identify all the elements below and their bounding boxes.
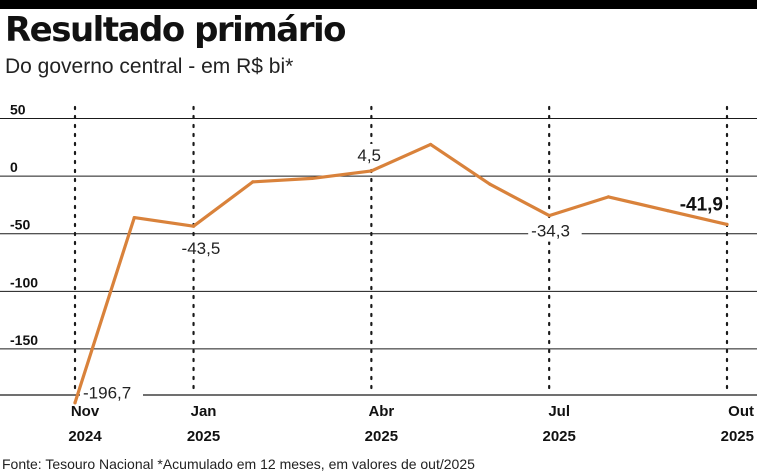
data-point <box>725 222 729 226</box>
x-tick-month: Jan <box>191 403 217 420</box>
data-point <box>606 195 611 199</box>
y-tick-label: -100 <box>10 274 38 290</box>
data-label: 4,5 <box>357 146 381 165</box>
y-tick-label: -150 <box>10 332 38 348</box>
chart-subtitle: Do governo central - em R$ bi* <box>5 55 294 78</box>
data-label-bg <box>354 143 389 166</box>
data-point <box>369 169 373 173</box>
data-label-bg <box>665 193 726 216</box>
data-label: -43,5 <box>182 239 221 258</box>
x-tick-year: 2025 <box>721 428 754 445</box>
data-point <box>310 176 314 181</box>
data-point <box>488 182 492 186</box>
data-label: -196,7 <box>83 384 131 403</box>
data-point <box>666 209 670 213</box>
data-label: -41,9 <box>680 194 723 215</box>
x-tick-year: 2025 <box>187 428 220 445</box>
x-tick-year: 2024 <box>68 428 102 445</box>
series-line <box>73 142 729 405</box>
data-point <box>73 401 77 405</box>
data-label-bg <box>528 219 582 242</box>
data-label-bg <box>80 381 143 404</box>
line-chart: 50 0 -50 -100 -150 Nov 2024 Jan 2025 Abr 2025 Jul 20… <box>0 102 757 445</box>
top-rule <box>0 0 757 9</box>
data-label: -34,3 <box>531 222 570 241</box>
data-label-bg <box>178 237 233 260</box>
x-tick-month: Jul <box>548 403 570 420</box>
y-tick-label: 0 <box>10 159 18 175</box>
data-point <box>251 180 255 184</box>
data-point <box>547 214 551 218</box>
y-tick-label: -50 <box>10 217 30 233</box>
data-point <box>132 215 136 220</box>
x-tick-year: 2025 <box>365 428 398 445</box>
x-tick-year: 2025 <box>542 428 575 445</box>
chart-title: Resultado primário <box>5 10 346 50</box>
data-point <box>191 224 196 228</box>
x-tick-month: Out <box>728 403 754 420</box>
source-note: Fonte: Tesouro Nacional *Acumulado em 12… <box>2 456 475 472</box>
x-tick-month: Nov <box>71 403 100 420</box>
data-point <box>429 142 433 147</box>
x-tick-month: Abr <box>368 403 394 420</box>
y-tick-label: 50 <box>10 102 26 118</box>
